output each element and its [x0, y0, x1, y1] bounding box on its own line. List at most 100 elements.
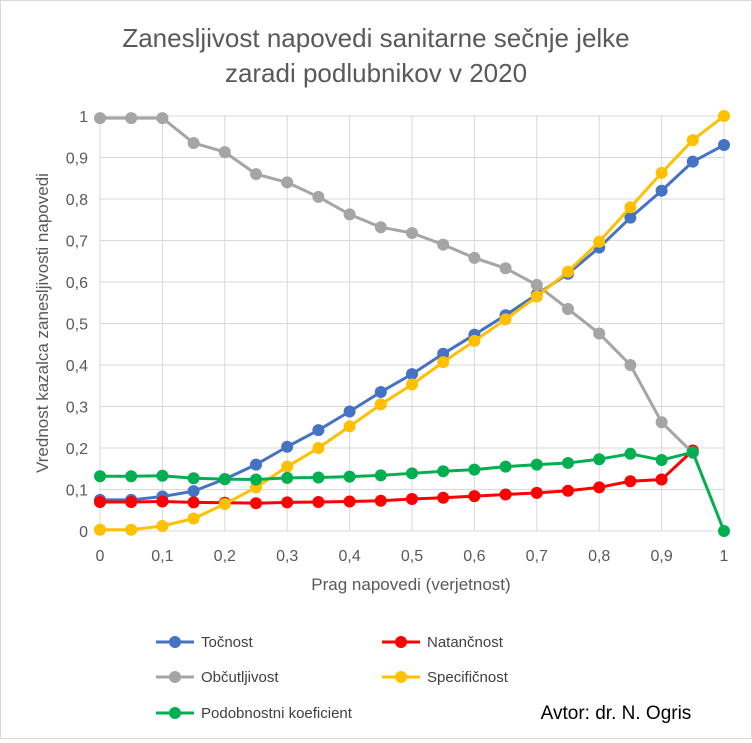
legend-swatch-marker — [169, 707, 181, 719]
legend-label: Specifičnost — [427, 669, 509, 686]
data-point-precision — [187, 496, 200, 509]
data-point-specificity — [343, 420, 356, 433]
y-tick-label: 0,1 — [66, 483, 88, 500]
series-line-sensitivity — [100, 116, 694, 455]
data-point-likelihood — [406, 467, 418, 480]
data-point-sensitivity — [562, 302, 574, 315]
data-point-specificity — [437, 356, 450, 369]
data-point-likelihood — [312, 471, 325, 484]
data-point-specificity — [156, 520, 169, 533]
data-point-specificity — [218, 498, 231, 511]
data-point-specificity — [281, 460, 294, 473]
data-point-sensitivity — [250, 168, 262, 181]
series-lines — [94, 110, 730, 537]
data-point-likelihood — [343, 470, 356, 483]
data-point-accuracy — [624, 211, 637, 224]
data-point-precision — [624, 475, 637, 488]
data-point-precision — [156, 495, 169, 508]
data-point-accuracy — [250, 458, 262, 471]
y-tick-label: 0,7 — [66, 234, 88, 251]
legend-item-accuracy: Točnost — [156, 634, 254, 651]
data-point-sensitivity — [530, 278, 543, 291]
data-point-likelihood — [374, 469, 387, 482]
data-point-precision — [125, 495, 138, 508]
data-point-likelihood — [655, 454, 668, 467]
data-point-accuracy — [437, 347, 450, 360]
data-point-sensitivity — [94, 112, 106, 125]
data-point-precision — [499, 488, 512, 501]
y-tick-label: 0 — [79, 524, 88, 541]
data-point-sensitivity — [499, 262, 512, 275]
data-point-accuracy — [312, 424, 325, 437]
data-point-precision — [437, 491, 450, 504]
x-tick-label: 0,4 — [338, 548, 360, 565]
data-point-sensitivity — [655, 416, 668, 429]
data-point-precision — [562, 484, 574, 497]
data-point-specificity — [406, 378, 418, 391]
data-point-precision — [343, 495, 356, 508]
data-point-sensitivity — [125, 112, 138, 125]
data-point-sensitivity — [624, 359, 637, 371]
data-point-likelihood — [624, 447, 637, 460]
data-point-sensitivity — [468, 251, 481, 264]
data-point-specificity — [593, 235, 606, 248]
data-point-specificity — [94, 523, 106, 536]
data-point-likelihood — [686, 446, 699, 459]
data-point-sensitivity — [593, 327, 606, 340]
series-sensitivity — [94, 112, 699, 459]
data-point-precision — [250, 497, 262, 510]
author-note: Avtor: dr. N. Ogris — [541, 703, 692, 724]
chart-title-line-2: zaradi podlubnikov v 2020 — [225, 58, 527, 88]
data-point-accuracy — [374, 385, 387, 398]
y-tick-label: 0,2 — [66, 441, 88, 458]
x-tick-label: 0,1 — [151, 548, 173, 565]
chart-title-line-1: Zanesljivost napovedi sanitarne sečnje j… — [122, 23, 629, 53]
data-point-specificity — [374, 398, 387, 411]
data-point-likelihood — [437, 465, 450, 478]
data-point-accuracy — [718, 139, 730, 152]
legend-item-specificity: Specifičnost — [382, 669, 509, 686]
data-point-specificity — [468, 334, 481, 347]
tick-labels: 0 0,1 0,2 0,3 0,4 0,5 0,6 0,7 0,8 0,9 1 0 0,1 0,2 0,3 0… — [66, 109, 729, 565]
data-point-specificity — [499, 313, 512, 326]
x-tick-label: 0,6 — [463, 548, 485, 565]
legend-label: Točnost — [201, 634, 254, 651]
legend-swatch-marker — [395, 636, 407, 648]
data-point-accuracy — [406, 368, 418, 381]
data-point-likelihood — [156, 469, 169, 482]
data-point-precision — [530, 486, 543, 499]
y-tick-label: 0,5 — [66, 317, 88, 334]
data-point-sensitivity — [374, 221, 387, 234]
data-point-sensitivity — [281, 176, 294, 189]
gridlines — [99, 115, 725, 532]
y-tick-label: 0,6 — [66, 275, 88, 292]
data-point-likelihood — [125, 470, 138, 483]
data-point-precision — [593, 481, 606, 494]
data-point-sensitivity — [187, 136, 200, 149]
legend-swatch-marker — [169, 671, 181, 683]
data-point-sensitivity — [406, 227, 418, 240]
data-point-precision — [468, 490, 481, 503]
x-tick-label: 0,5 — [401, 548, 423, 565]
legend-item-precision: Natančnost — [382, 634, 504, 651]
legend-label: Občutljivost — [201, 669, 279, 686]
data-point-likelihood — [94, 470, 106, 483]
data-point-specificity — [624, 201, 637, 214]
y-tick-label: 0,8 — [66, 192, 88, 209]
data-point-precision — [374, 494, 387, 507]
data-point-accuracy — [281, 440, 294, 453]
data-point-likelihood — [499, 460, 512, 473]
data-point-likelihood — [187, 472, 200, 485]
data-point-likelihood — [281, 471, 294, 484]
y-tick-label: 0,9 — [66, 151, 88, 168]
x-tick-label: 0,3 — [276, 548, 298, 565]
data-point-accuracy — [655, 184, 668, 197]
data-point-specificity — [125, 523, 138, 536]
data-point-specificity — [187, 512, 200, 525]
data-point-likelihood — [250, 473, 262, 486]
y-tick-label: 1 — [79, 109, 88, 126]
x-tick-label: 0,7 — [526, 548, 548, 565]
series-accuracy — [94, 139, 730, 506]
x-axis-title: Prag napovedi (verjetnost) — [311, 575, 510, 594]
